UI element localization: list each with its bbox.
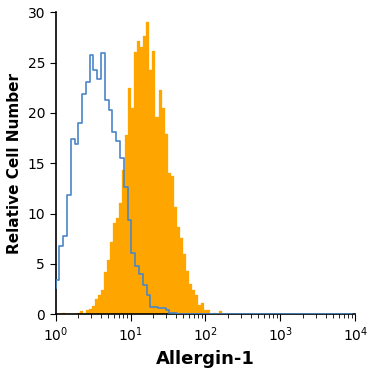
Bar <box>180 238 183 314</box>
Bar <box>143 36 146 314</box>
Bar <box>95 299 98 314</box>
Bar <box>122 170 125 314</box>
Bar <box>86 310 89 314</box>
Bar <box>177 227 180 314</box>
Bar <box>98 295 101 314</box>
Bar <box>219 311 222 314</box>
Bar <box>195 295 198 314</box>
Bar <box>174 207 177 314</box>
Bar <box>159 90 162 314</box>
Bar <box>140 47 143 314</box>
Bar <box>189 284 192 314</box>
Bar <box>213 313 216 314</box>
Bar <box>137 42 140 314</box>
Bar <box>168 173 171 314</box>
Bar <box>156 117 159 314</box>
Bar <box>149 70 153 314</box>
Y-axis label: Relative Cell Number: Relative Cell Number <box>7 73 22 254</box>
Bar <box>80 311 83 314</box>
Bar <box>198 304 201 314</box>
Bar <box>89 309 92 314</box>
Bar <box>192 290 195 314</box>
Bar <box>207 310 210 314</box>
Bar <box>201 303 204 314</box>
Bar <box>125 135 128 314</box>
Bar <box>62 313 64 314</box>
Bar <box>171 176 174 314</box>
Bar <box>146 22 149 314</box>
Bar <box>107 260 110 314</box>
Bar <box>110 242 113 314</box>
Bar <box>128 88 131 314</box>
Bar <box>101 290 104 314</box>
Bar <box>186 271 189 314</box>
Bar <box>119 203 122 314</box>
Bar <box>113 223 116 314</box>
Bar <box>104 272 107 314</box>
Bar <box>165 134 168 314</box>
Bar <box>131 108 134 314</box>
X-axis label: Allergin-1: Allergin-1 <box>156 350 255 368</box>
Bar <box>77 313 80 314</box>
Bar <box>162 108 165 314</box>
Bar <box>116 218 119 314</box>
Bar <box>204 310 207 314</box>
Bar <box>134 53 137 314</box>
Bar <box>92 306 95 314</box>
Bar <box>183 254 186 314</box>
Bar <box>153 51 156 314</box>
